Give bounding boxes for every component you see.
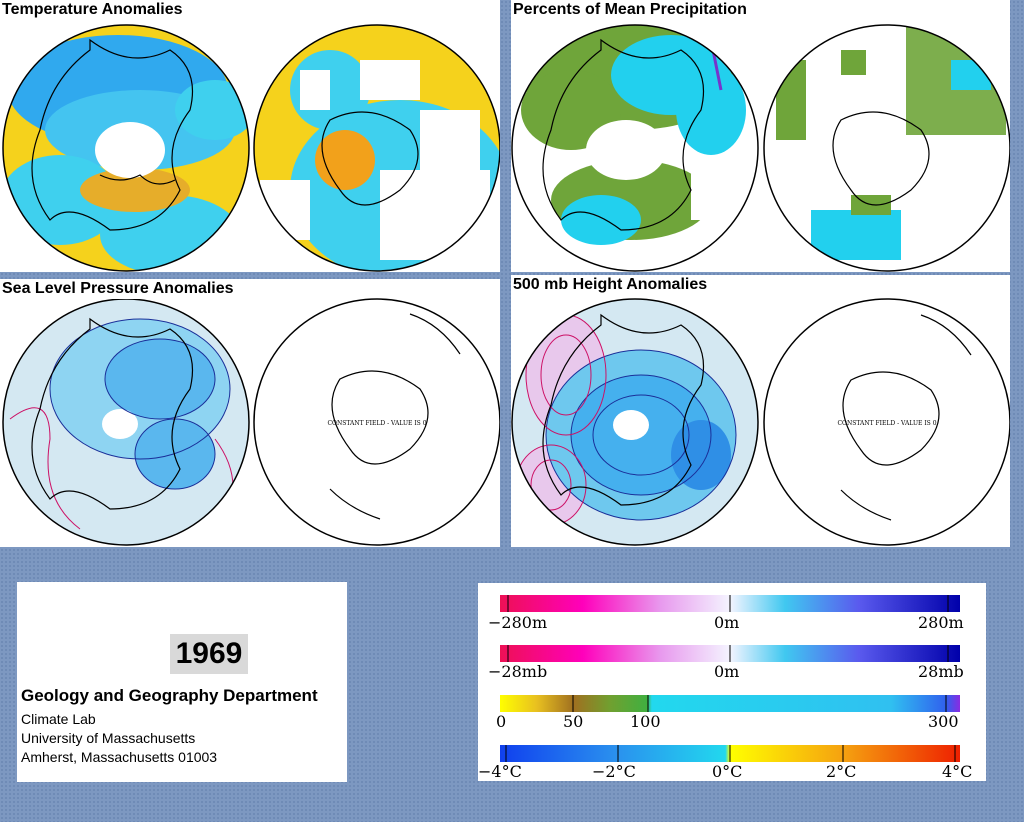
northern-hemisphere-precipitation-map: [512, 25, 758, 271]
address: Amherst, Massachusetts 01003: [21, 749, 218, 765]
constant-field-note: CONSTANT FIELD - VALUE IS 0: [837, 420, 936, 427]
year-label: 1969: [170, 634, 248, 674]
temp-legend-4: 4°C: [942, 762, 972, 781]
height-legend-mid: 0m: [714, 613, 739, 632]
info-box: 1969 Geology and Geography Department Cl…: [17, 582, 347, 782]
precip-legend-0: 0: [496, 712, 506, 731]
southern-hemisphere-precipitation-map: [764, 25, 1010, 271]
height-legend-max: 280m: [918, 613, 964, 632]
temperature-maps: [2, 24, 500, 272]
university-name: University of Massachusetts: [21, 730, 196, 746]
department-name: Geology and Geography Department: [21, 686, 318, 705]
precipitation-panel: Percents of Mean Precipitation: [511, 0, 1010, 272]
precip-legend-300: 300: [928, 712, 959, 731]
legend-box: −280m 0m 280m −28mb 0m 28mb 0 50 100 300: [478, 583, 986, 781]
northern-hemisphere-height-map: [512, 299, 758, 545]
southern-hemisphere-height-map: CONSTANT FIELD - VALUE IS 0: [763, 298, 1010, 546]
panel-title: Sea Level Pressure Anomalies: [0, 279, 236, 299]
color-legends: −280m 0m 280m −28mb 0m 28mb 0 50 100 300: [478, 595, 972, 781]
pressure-legend-min: −28mb: [488, 662, 547, 681]
temp-legend-0: 0°C: [712, 762, 742, 781]
temp-legend-2: 2°C: [826, 762, 856, 781]
sea-level-pressure-panel: CONSTANT FIELD - VALUE IS 0 Sea Level Pr…: [0, 279, 500, 547]
temp-legend-minus4: −4°C: [478, 762, 522, 781]
height-maps: CONSTANT FIELD - VALUE IS 0: [511, 298, 1010, 546]
temp-legend-minus2: −2°C: [592, 762, 636, 781]
pressure-legend-max: 28mb: [918, 662, 964, 681]
temperature-anomalies-panel: Temperature Anomalies: [0, 0, 500, 272]
southern-hemisphere-temperature-map: [254, 25, 500, 271]
precipitation-legend: 0 50 100 300: [496, 695, 960, 731]
pressure-legend-mid: 0m: [714, 662, 739, 681]
height-legend-min: −280m: [488, 613, 547, 632]
lab-name: Climate Lab: [21, 711, 96, 727]
precip-legend-50: 50: [563, 712, 583, 731]
pressure-maps: CONSTANT FIELD - VALUE IS 0: [2, 298, 500, 546]
temperature-legend: −4°C −2°C 0°C 2°C 4°C: [478, 745, 972, 781]
panel-title: Percents of Mean Precipitation: [511, 0, 749, 20]
pressure-anomaly-legend: −28mb 0m 28mb: [488, 645, 964, 681]
northern-hemisphere-pressure-map: [3, 299, 249, 545]
height-500mb-panel: CONSTANT FIELD - VALUE IS 0 500 mb Heigh…: [511, 275, 1010, 547]
southern-hemisphere-pressure-map: CONSTANT FIELD - VALUE IS 0: [253, 298, 500, 546]
panel-title: 500 mb Height Anomalies: [511, 275, 710, 295]
constant-field-note: CONSTANT FIELD - VALUE IS 0: [327, 420, 426, 427]
precipitation-maps: [511, 24, 1010, 272]
precip-legend-100: 100: [630, 712, 661, 731]
northern-hemisphere-temperature-map: [3, 25, 249, 271]
height-anomaly-legend: −280m 0m 280m: [488, 595, 964, 632]
panel-title: Temperature Anomalies: [0, 0, 185, 20]
